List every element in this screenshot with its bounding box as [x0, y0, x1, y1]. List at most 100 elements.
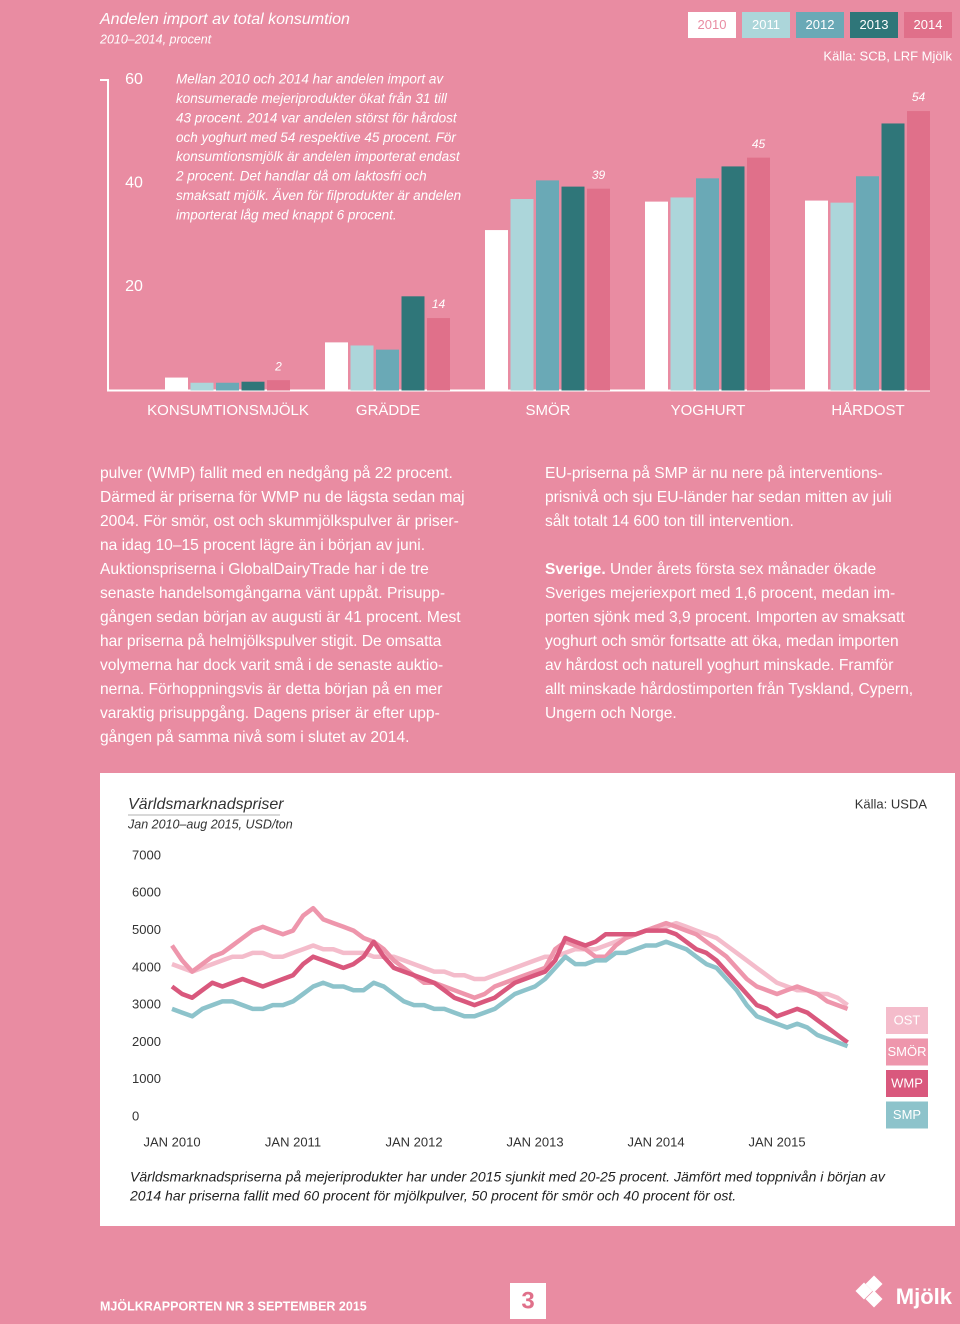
bar	[881, 123, 905, 391]
x-tick-label: SMÖR	[526, 401, 571, 419]
note-line: 2 procent. Det handlar då om laktosfri o…	[175, 169, 427, 184]
series-line	[170, 928, 849, 1045]
body-line: yoghurt och smör fortsatte att öka, meda…	[545, 633, 899, 650]
page-number: 3	[521, 1287, 534, 1314]
bar	[561, 186, 585, 391]
legend-swatch	[850, 12, 898, 38]
body-line: har priserna på helmjölkspulver stigit. …	[100, 632, 442, 650]
series-line	[171, 939, 849, 1049]
bar	[587, 188, 610, 391]
x-tick-label: GRÄDDE	[356, 402, 420, 419]
x-tick-label: KONSUMTIONSMJÖLK	[147, 401, 309, 419]
line-chart-panel	[100, 773, 955, 1226]
legend-label: SMP	[893, 1107, 921, 1122]
bar	[747, 157, 770, 391]
bar	[216, 382, 239, 391]
logo-mark	[855, 1275, 883, 1308]
body-line: Ungern och Norge.	[545, 705, 677, 722]
y-tick-label: 5000	[132, 922, 161, 937]
bar	[427, 318, 450, 391]
data-label: 14	[432, 297, 446, 311]
x-tick-label: JAN 2012	[385, 1134, 442, 1149]
legend-label: 2014	[914, 17, 943, 32]
bar	[510, 199, 534, 391]
body-line: volymerna har dock varit små i de senast…	[100, 656, 443, 674]
legend-label: 2013	[860, 17, 889, 32]
y-tick-label: 6000	[132, 885, 161, 900]
bar	[696, 178, 719, 391]
y-tick-label: 60	[125, 71, 143, 88]
body-line: gången sedan början av augusti är 41 pro…	[100, 608, 461, 626]
note-line: Mellan 2010 och 2014 har andelen import …	[176, 72, 444, 87]
chart-subtitle: 2010–2014, procent	[99, 32, 212, 46]
data-label: 39	[592, 168, 606, 182]
logo: Mjölk	[896, 1284, 953, 1309]
legend-swatch	[886, 1070, 928, 1097]
legend-label: WMP	[891, 1075, 923, 1090]
page-number-box	[510, 1283, 546, 1319]
bar	[241, 381, 265, 391]
bar	[485, 230, 508, 391]
caption-line: Världsmarknadspriserna på mejeriprodukte…	[130, 1169, 886, 1185]
data-label: 2	[274, 359, 282, 373]
x-tick-label: JAN 2015	[748, 1134, 805, 1149]
x-tick-label: HÅRDOST	[831, 402, 904, 419]
data-label: 54	[912, 90, 926, 104]
note-line: konsumerade mejeriprodukter ökat från 31…	[176, 91, 448, 106]
note-line: konsumtionsmjölk är andelen importerat e…	[176, 149, 461, 164]
body-line: na idag 10–15 procent lägre än i början …	[100, 537, 425, 554]
series-line	[171, 920, 849, 1007]
legend-label: 2010	[698, 17, 727, 32]
bar	[350, 345, 374, 391]
bar	[805, 200, 828, 391]
bar	[670, 197, 694, 391]
y-tick-label: 0	[132, 1108, 139, 1123]
caption-line: 2014 har priserna fallit med 60 procent …	[129, 1188, 736, 1204]
legend-swatch	[886, 1101, 928, 1129]
chart-title: Världsmarknadspriser	[128, 796, 284, 813]
note-line: och yoghurt med 54 respektive 45 procent…	[176, 130, 456, 145]
body-line: Därmed är priserna för WMP nu de lägsta …	[100, 489, 465, 506]
legend-label: OST	[894, 1012, 921, 1027]
bar	[401, 296, 425, 391]
legend-label: SMÖR	[888, 1044, 927, 1059]
bar	[376, 349, 399, 391]
bar	[721, 166, 745, 391]
y-tick-label: 1000	[132, 1071, 161, 1086]
bar	[856, 176, 879, 391]
legend-swatch	[886, 1007, 928, 1034]
legend-swatch	[904, 12, 952, 38]
body-text: Under årets första sex månader ökade	[606, 560, 876, 578]
body-line: gången på samma nivå som i slutet av 201…	[100, 728, 409, 746]
bar	[830, 202, 854, 391]
x-tick-label: JAN 2014	[627, 1134, 684, 1149]
y-tick-label: 3000	[132, 997, 161, 1012]
y-tick-label: 7000	[132, 847, 161, 862]
bar	[645, 201, 668, 391]
chart-subtitle: Jan 2010–aug 2015, USD/ton	[127, 817, 293, 831]
note-line: 43 procent. 2014 var andelen störst för …	[176, 110, 458, 125]
x-tick-label: JAN 2013	[506, 1134, 563, 1149]
legend-swatch	[742, 12, 790, 38]
body-line: porten sjönk med 3,9 procent. Importen a…	[545, 609, 905, 626]
legend-swatch	[688, 12, 736, 38]
body-line: prisnivå och sju EU-länder har sedan mit…	[545, 488, 892, 506]
body-line: allt minskade hårdostimporten från Tyskl…	[545, 680, 913, 698]
chart-title: Andelen import av total konsumtion	[99, 11, 350, 28]
legend-label: 2011	[752, 17, 780, 32]
body-line: varaktig prisuppgång. Dagens priser är e…	[100, 704, 440, 722]
body-line: senaste handelsomgångarna vänt uppåt. Pr…	[100, 584, 445, 602]
body-line: av hårdost och naturell yoghurt minskade…	[545, 656, 893, 674]
x-tick-label: JAN 2010	[143, 1134, 200, 1149]
source: Källa: SCB, LRF Mjölk	[823, 48, 952, 63]
x-tick-label: JAN 2011	[265, 1134, 321, 1149]
body-line: nerna. Förhoppningsvis är detta början p…	[100, 680, 442, 698]
bar	[165, 377, 188, 391]
y-tick-label: 2000	[132, 1034, 161, 1049]
legend-swatch	[796, 12, 844, 38]
bar	[907, 111, 930, 391]
y-tick-label: 20	[125, 278, 143, 295]
bar	[325, 342, 348, 391]
